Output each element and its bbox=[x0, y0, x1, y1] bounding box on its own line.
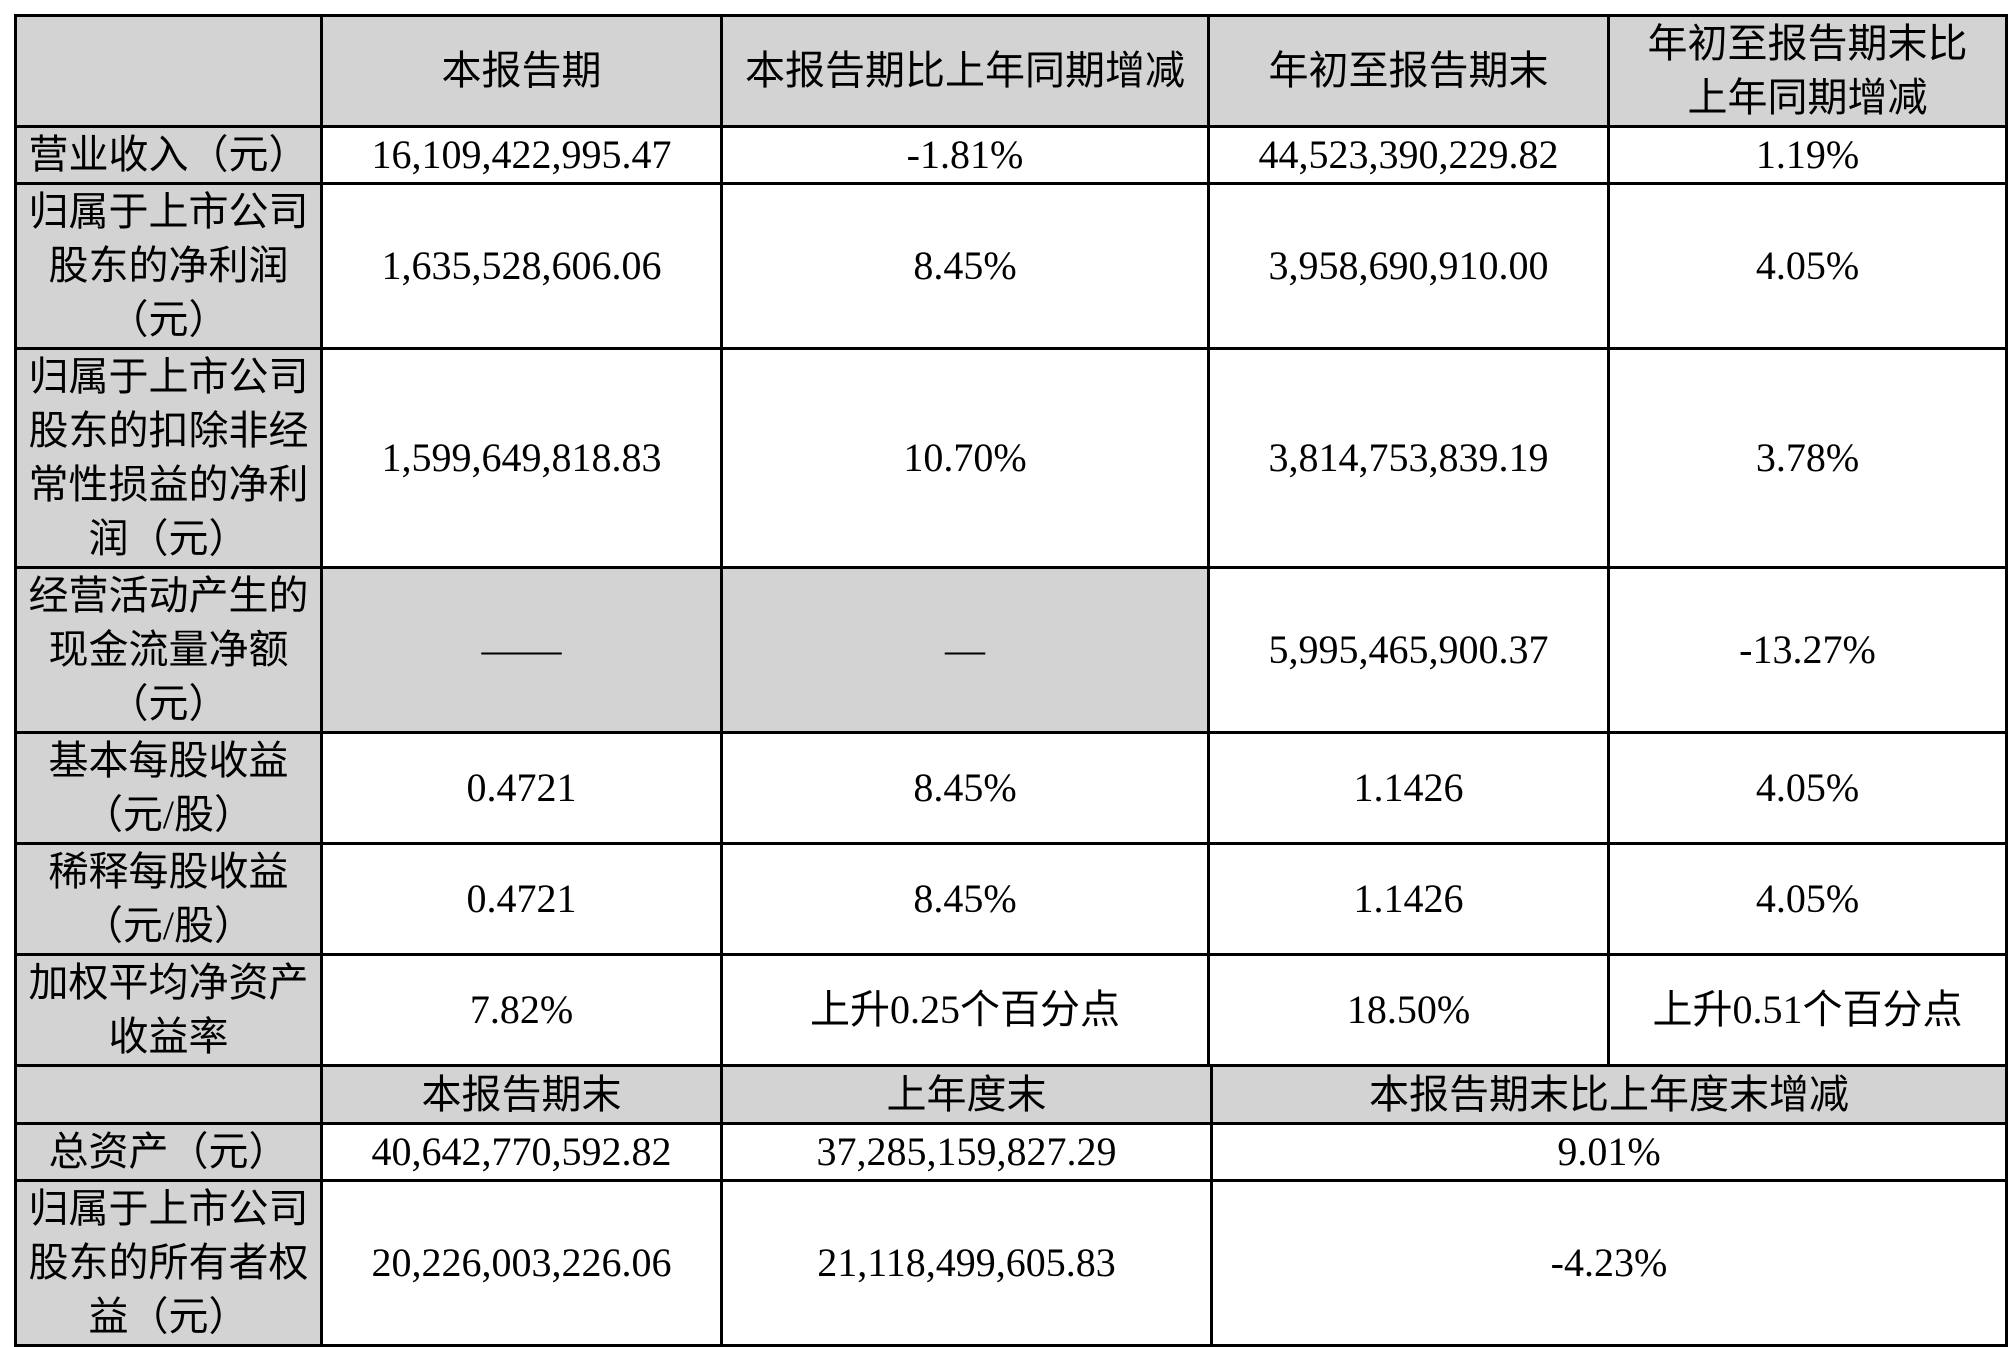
corner-cell bbox=[14, 14, 323, 128]
value-cell: 1,599,649,818.83 bbox=[320, 347, 723, 569]
value-cell: 4.05% bbox=[1607, 182, 2008, 350]
value-cell: 上升0.51个百分点 bbox=[1607, 953, 2008, 1067]
value-cell: 7.82% bbox=[320, 953, 723, 1067]
header-period-end-change: 本报告期末比上年度末增减 bbox=[1210, 1064, 2008, 1125]
table-row-diluted-eps: 稀释每股收益（元/股） 0.4721 8.45% 1.1426 4.05% bbox=[14, 842, 2008, 956]
row-label: 加权平均净资产收益率 bbox=[14, 953, 323, 1067]
value-cell: 18.50% bbox=[1207, 953, 1610, 1067]
value-cell: 8.45% bbox=[720, 842, 1210, 956]
row-label: 总资产（元） bbox=[14, 1122, 323, 1182]
value-cell: 20,226,003,226.06 bbox=[320, 1179, 723, 1347]
table-row-basic-eps: 基本每股收益（元/股） 0.4721 8.45% 1.1426 4.05% bbox=[14, 731, 2008, 845]
row-label: 归属于上市公司股东的所有者权益（元） bbox=[14, 1179, 323, 1347]
value-cell: 1.1426 bbox=[1207, 731, 1610, 845]
table-row-owners-equity: 归属于上市公司股东的所有者权益（元） 20,226,003,226.06 21,… bbox=[14, 1179, 2008, 1347]
value-cell: 3,958,690,910.00 bbox=[1207, 182, 1610, 350]
corner-cell bbox=[14, 1064, 323, 1125]
row-label: 归属于上市公司股东的扣除非经常性损益的净利润（元） bbox=[14, 347, 323, 569]
table-header-row: 本报告期末 上年度末 本报告期末比上年度末增减 bbox=[14, 1064, 2008, 1125]
value-cell: 8.45% bbox=[720, 731, 1210, 845]
value-cell-dash: —— bbox=[320, 566, 723, 734]
table-row-operating-cash-flow: 经营活动产生的现金流量净额（元） —— — 5,995,465,900.37 -… bbox=[14, 566, 2008, 734]
value-cell: 16,109,422,995.47 bbox=[320, 125, 723, 185]
value-cell: 3,814,753,839.19 bbox=[1207, 347, 1610, 569]
row-label: 归属于上市公司股东的净利润（元） bbox=[14, 182, 323, 350]
period-summary-table: 本报告期 本报告期比上年同期增减 年初至报告期末 年初至报告期末比 上年同期增减… bbox=[14, 14, 2008, 1067]
value-cell: 4.05% bbox=[1607, 731, 2008, 845]
value-cell: 0.4721 bbox=[320, 731, 723, 845]
table-row-total-assets: 总资产（元） 40,642,770,592.82 37,285,159,827.… bbox=[14, 1122, 2008, 1182]
row-label: 基本每股收益（元/股） bbox=[14, 731, 323, 845]
table-row-net-profit: 归属于上市公司股东的净利润（元） 1,635,528,606.06 8.45% … bbox=[14, 182, 2008, 350]
header-prior-year-end: 上年度末 bbox=[720, 1064, 1213, 1125]
header-yoy-change: 本报告期比上年同期增减 bbox=[720, 14, 1210, 128]
value-cell: 40,642,770,592.82 bbox=[320, 1122, 723, 1182]
value-cell: 0.4721 bbox=[320, 842, 723, 956]
value-cell: 8.45% bbox=[720, 182, 1210, 350]
financial-report-page: 本报告期 本报告期比上年同期增减 年初至报告期末 年初至报告期末比 上年同期增减… bbox=[0, 14, 2016, 1347]
value-cell: 1,635,528,606.06 bbox=[320, 182, 723, 350]
value-cell: -13.27% bbox=[1607, 566, 2008, 734]
table-row-net-profit-excl-nonrecurring: 归属于上市公司股东的扣除非经常性损益的净利润（元） 1,599,649,818.… bbox=[14, 347, 2008, 569]
header-ytd: 年初至报告期末 bbox=[1207, 14, 1610, 128]
value-cell-dash: — bbox=[720, 566, 1210, 734]
row-label: 稀释每股收益（元/股） bbox=[14, 842, 323, 956]
table-row-weighted-avg-roe: 加权平均净资产收益率 7.82% 上升0.25个百分点 18.50% 上升0.5… bbox=[14, 953, 2008, 1067]
value-cell: -4.23% bbox=[1210, 1179, 2008, 1347]
value-cell: 37,285,159,827.29 bbox=[720, 1122, 1213, 1182]
value-cell: 1.1426 bbox=[1207, 842, 1610, 956]
header-current-period: 本报告期 bbox=[320, 14, 723, 128]
value-cell: 3.78% bbox=[1607, 347, 2008, 569]
value-cell: 10.70% bbox=[720, 347, 1210, 569]
value-cell: -1.81% bbox=[720, 125, 1210, 185]
row-label: 经营活动产生的现金流量净额（元） bbox=[14, 566, 323, 734]
period-end-summary-table: 本报告期末 上年度末 本报告期末比上年度末增减 总资产（元） 40,642,77… bbox=[14, 1064, 2008, 1347]
header-ytd-yoy-change: 年初至报告期末比 上年同期增减 bbox=[1607, 14, 2008, 128]
value-cell: 21,118,499,605.83 bbox=[720, 1179, 1213, 1347]
header-period-end: 本报告期末 bbox=[320, 1064, 723, 1125]
value-cell: 4.05% bbox=[1607, 842, 2008, 956]
value-cell: 44,523,390,229.82 bbox=[1207, 125, 1610, 185]
value-cell: 1.19% bbox=[1607, 125, 2008, 185]
table-header-row: 本报告期 本报告期比上年同期增减 年初至报告期末 年初至报告期末比 上年同期增减 bbox=[14, 14, 2008, 128]
value-cell: 上升0.25个百分点 bbox=[720, 953, 1210, 1067]
value-cell: 9.01% bbox=[1210, 1122, 2008, 1182]
row-label: 营业收入（元） bbox=[14, 125, 323, 185]
value-cell: 5,995,465,900.37 bbox=[1207, 566, 1610, 734]
table-row-revenue: 营业收入（元） 16,109,422,995.47 -1.81% 44,523,… bbox=[14, 125, 2008, 185]
